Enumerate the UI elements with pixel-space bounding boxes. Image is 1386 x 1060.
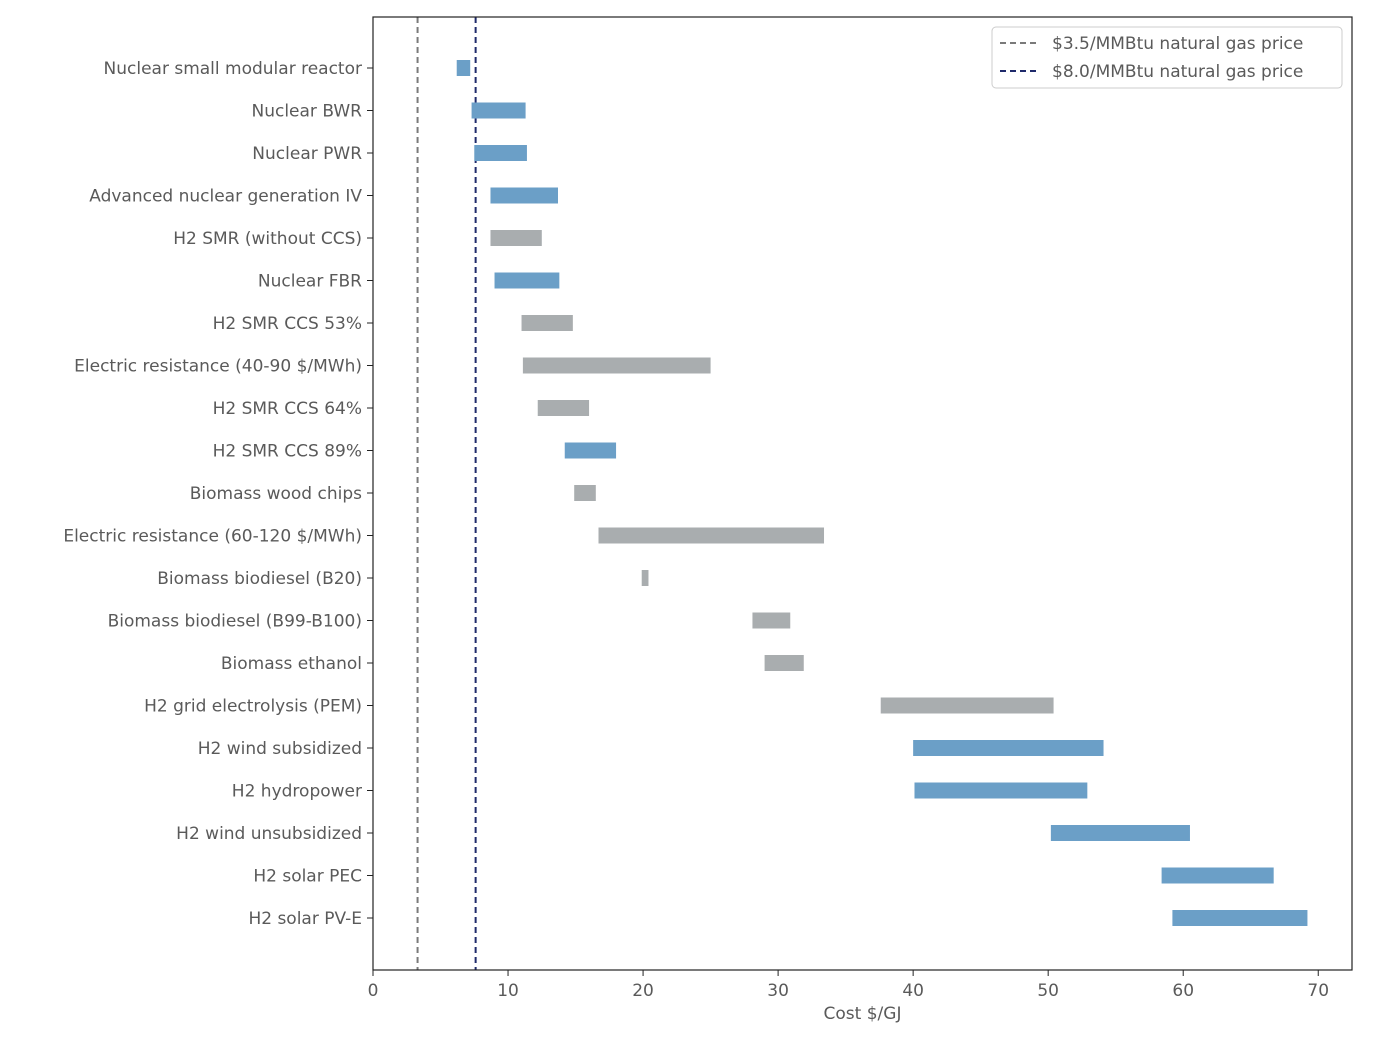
- bar-3: [474, 145, 527, 161]
- x-tick-label-7: 60: [1172, 981, 1194, 1001]
- category-label-19: H2 wind unsubsidized: [176, 824, 362, 844]
- category-label-21: H2 solar PV-E: [248, 909, 362, 929]
- bar-18: [914, 782, 1088, 799]
- category-label-14: Biomass biodiesel (B99-B100): [108, 612, 362, 632]
- x-tick-label-4: 30: [767, 981, 789, 1001]
- bar-17: [913, 740, 1104, 756]
- bar-7: [521, 315, 573, 331]
- legend-label-1: $3.5/MMBtu natural gas price: [1052, 34, 1303, 54]
- legend-label-2: $8.0/MMBtu natural gas price: [1052, 62, 1303, 82]
- category-label-5: H2 SMR (without CCS): [173, 229, 362, 249]
- category-label-17: H2 wind subsidized: [198, 739, 362, 759]
- category-label-16: H2 grid electrolysis (PEM): [144, 697, 362, 717]
- bar-16: [880, 697, 1054, 714]
- bar-6: [494, 272, 560, 289]
- category-label-18: H2 hydropower: [232, 782, 362, 802]
- bars-group: [456, 60, 1308, 926]
- legend: $3.5/MMBtu natural gas price $8.0/MMBtu n…: [991, 26, 1343, 89]
- bar-4: [490, 187, 558, 204]
- bar-14: [752, 612, 791, 629]
- category-label-10: H2 SMR CCS 89%: [213, 442, 362, 462]
- bar-15: [764, 655, 804, 671]
- bar-21: [1172, 910, 1308, 926]
- category-label-12: Electric resistance (60-120 $/MWh): [63, 527, 362, 547]
- bar-5: [490, 230, 542, 246]
- x-tick-label-8: 70: [1307, 981, 1329, 1001]
- category-label-3: Nuclear PWR: [252, 144, 362, 164]
- bar-20: [1161, 867, 1274, 884]
- x-tick-label-2: 10: [497, 981, 519, 1001]
- bar-8: [522, 357, 711, 374]
- bar-11: [574, 485, 596, 501]
- reference-lines: [416, 17, 477, 970]
- x-tick-label-6: 50: [1037, 981, 1059, 1001]
- category-label-8: Electric resistance (40-90 $/MWh): [74, 357, 362, 377]
- category-labels: Nuclear small modular reactor Nuclear BWR…: [63, 59, 373, 929]
- x-axis: 0 10 20 30 40 50 60 70: [368, 970, 1329, 1001]
- category-label-13: Biomass biodiesel (B20): [157, 569, 362, 589]
- x-tick-label-1: 0: [368, 981, 379, 1001]
- category-label-2: Nuclear BWR: [251, 102, 362, 122]
- bar-19: [1050, 825, 1190, 841]
- bar-10: [564, 442, 617, 459]
- plot-frame: [372, 16, 1353, 971]
- category-label-9: H2 SMR CCS 64%: [213, 399, 362, 419]
- x-tick-label-5: 40: [902, 981, 924, 1001]
- category-label-7: H2 SMR CCS 53%: [213, 314, 362, 334]
- x-tick-label-3: 20: [632, 981, 654, 1001]
- category-label-4: Advanced nuclear generation IV: [89, 187, 362, 207]
- legend-box: [991, 26, 1343, 89]
- category-label-11: Biomass wood chips: [190, 484, 362, 504]
- x-axis-title: Cost $/GJ: [824, 1004, 902, 1024]
- category-label-20: H2 solar PEC: [253, 867, 362, 887]
- bar-9: [537, 400, 590, 416]
- bar-13: [641, 570, 649, 586]
- category-label-15: Biomass ethanol: [221, 654, 362, 674]
- bar-12: [598, 527, 825, 544]
- bar-1: [456, 60, 471, 76]
- category-label-1: Nuclear small modular reactor: [104, 59, 362, 79]
- category-label-6: Nuclear FBR: [258, 272, 362, 292]
- bar-2: [471, 102, 526, 119]
